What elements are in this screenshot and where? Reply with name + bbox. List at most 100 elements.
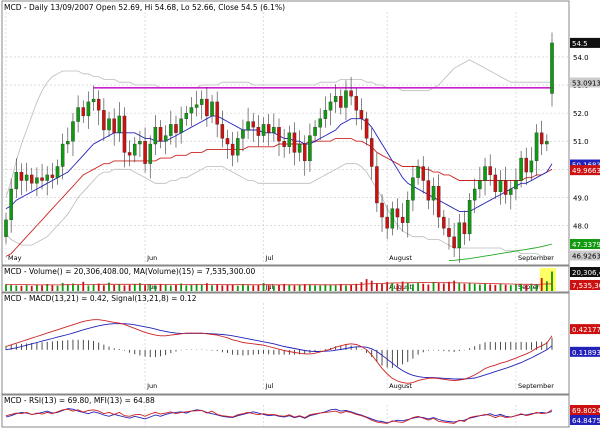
volume-bar (463, 283, 466, 291)
candle-body (127, 152, 132, 156)
macd-title: MCD - MACD(13,21) = 0.42, Signal(13,21,8… (4, 294, 197, 303)
candle-body (452, 236, 456, 249)
volume-bar (226, 284, 229, 291)
candle-body (266, 124, 271, 133)
candle-body (478, 180, 482, 190)
volume-bar (20, 285, 23, 291)
volume-bar (190, 285, 193, 291)
volume-bar (133, 284, 136, 291)
candle-body (442, 216, 446, 229)
volume-bar (51, 285, 54, 291)
candle-body (431, 186, 436, 201)
candle-body (169, 124, 173, 136)
candle-body (210, 101, 214, 117)
volume-bar (375, 283, 378, 291)
candle-body (230, 143, 235, 156)
candle-body (426, 180, 431, 201)
candle-body (514, 180, 518, 190)
candle-body (241, 129, 245, 139)
volume-bar (319, 285, 322, 291)
candle-body (509, 188, 513, 195)
volume-bar (216, 284, 219, 291)
candle-body (277, 127, 281, 142)
volume-bar (102, 285, 105, 291)
volume-bar (396, 283, 399, 291)
candle-body (220, 124, 225, 139)
price-tag-bg (570, 37, 600, 48)
price-panel-frame (1, 0, 570, 266)
candle-body (297, 143, 302, 153)
rsi-line (5, 408, 553, 424)
candle-body (369, 138, 374, 167)
candle-body (91, 98, 96, 103)
candle-body (385, 216, 389, 229)
candle-body (292, 132, 297, 153)
candle-body (457, 222, 462, 249)
candle-body (174, 124, 178, 133)
candle-body (349, 90, 353, 97)
volume-bar (108, 282, 110, 291)
price-tag-bg (570, 165, 600, 176)
volume-bar (355, 283, 358, 291)
volume-bar (61, 282, 64, 291)
volume-bar (97, 283, 100, 291)
volume-bar (386, 282, 389, 291)
volume-bar (123, 285, 126, 291)
candle-body (375, 166, 379, 204)
candle-body (529, 160, 534, 173)
candle-body (364, 118, 369, 139)
volume-bar (231, 284, 234, 291)
volume-ma-line (5, 282, 553, 286)
signal-line (5, 323, 553, 380)
price-tag: 53.0913 (572, 80, 600, 88)
volume-bar (473, 283, 476, 291)
candle-body (519, 157, 523, 181)
candle-body (411, 177, 415, 201)
candle-body (4, 219, 8, 237)
volume-bar (5, 284, 7, 291)
volume-bar (72, 283, 74, 291)
candle-body (143, 141, 147, 164)
price-tag-bg (570, 250, 600, 261)
volume-bar (370, 280, 373, 291)
volume-bar (25, 285, 28, 291)
candle-body (138, 141, 142, 145)
candle-body (308, 135, 312, 162)
candle-body (539, 132, 544, 145)
candle-body (550, 42, 554, 94)
price-tag-bg (570, 77, 600, 88)
volume-bar (283, 283, 286, 291)
candle-body (354, 96, 359, 111)
volume-bar (468, 282, 471, 291)
candle-body (406, 200, 410, 223)
candle-body (194, 104, 199, 108)
price-tag: 49.9663 (572, 167, 600, 175)
volume-bar (551, 271, 553, 291)
volume-bar (448, 281, 450, 291)
volume-bar (478, 284, 481, 291)
candle-body (483, 166, 487, 181)
volume-bar (10, 284, 13, 291)
candle-body (215, 101, 219, 125)
rsi-title: MCD - RSI(13) = 69.80, MFI(13) = 64.88 (4, 396, 155, 405)
candle-body (9, 188, 13, 221)
candle-body (498, 180, 503, 192)
volume-bar (303, 284, 306, 291)
volume-bar (401, 281, 404, 291)
volume-bar (164, 284, 167, 291)
candle-body (472, 188, 477, 201)
candle-body (380, 202, 384, 218)
macd-panel-frame (1, 292, 570, 395)
volume-bar (144, 285, 146, 291)
candle-body (153, 127, 158, 145)
candle-body (40, 177, 44, 181)
volume-tag: 20,306,408 (572, 269, 600, 277)
price-xlabel: September (518, 254, 554, 262)
volume-bar (154, 285, 157, 291)
volume-bar (185, 285, 188, 291)
volume-bar (211, 285, 213, 291)
volume-bar (427, 284, 430, 291)
candle-body (395, 208, 400, 218)
volume-bar (293, 285, 296, 291)
